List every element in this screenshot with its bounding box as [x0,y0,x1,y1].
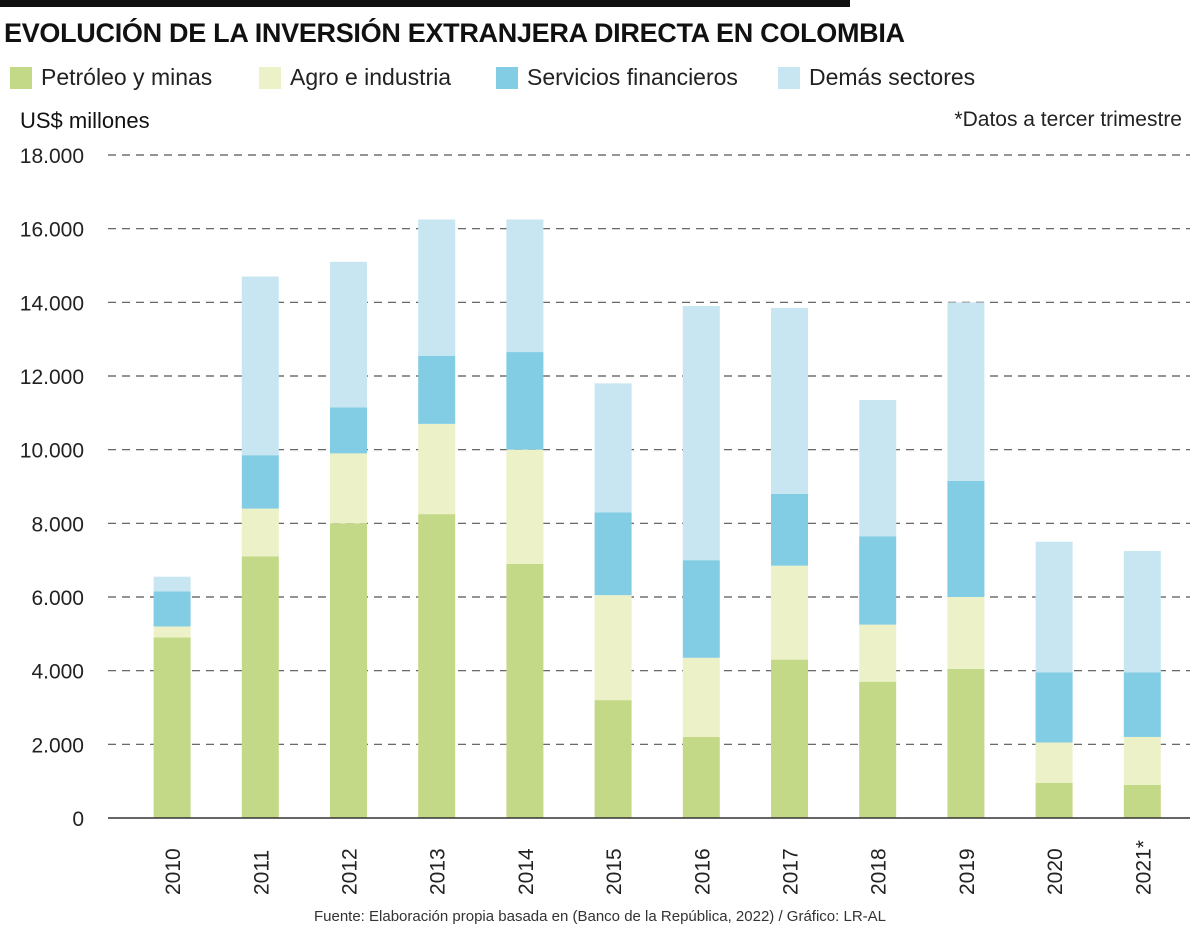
bar-segment-2014-2 [506,352,544,450]
x-tick-label: 2017 [780,848,803,895]
bar-segment-2015-3 [594,383,632,513]
bar-segment-2016-2 [682,560,720,658]
bar-segment-2020-3 [1035,541,1073,673]
bar-segment-2021-3 [1123,550,1161,673]
bar-segment-2010-3 [153,576,191,592]
bar-segment-2010-1 [153,626,191,638]
bar-segment-2012-0 [330,523,367,818]
y-tick-label: 10.000 [20,440,84,463]
x-tick-label: 2016 [691,848,714,895]
top-rule [0,0,850,7]
y-tick-label: 6.000 [31,587,84,610]
x-tick-label: 2014 [515,848,538,895]
bar-segment-2016-3 [682,306,720,561]
bar-segment-2018-2 [859,536,897,625]
bar-segment-2021-2 [1123,672,1161,737]
bar-segment-2020-1 [1035,742,1073,784]
x-tick-label: 2019 [956,848,979,895]
legend-swatch-demas [778,66,800,89]
bar-segment-2017-1 [771,565,808,660]
bar-segment-2021-1 [1123,736,1161,785]
bar-segment-2018-3 [859,399,897,537]
legend-label-petroleo: Petróleo y minas [41,64,213,90]
legend: Petróleo y minas Agro e industria Servic… [10,64,1190,94]
bar-segment-2016-0 [682,736,720,818]
bar-segment-2019-0 [947,668,985,818]
y-tick-label: 2.000 [31,734,84,757]
y-tick-label: 8.000 [31,513,84,536]
y-tick-label: 4.000 [31,661,84,684]
bar-segment-2014-1 [506,449,544,564]
x-tick-label: 2015 [603,848,626,895]
x-tick-label: 2010 [162,848,185,895]
bar-segment-2012-2 [330,407,367,454]
legend-swatch-petroleo [10,66,32,89]
bar-segment-2015-2 [594,512,632,596]
bar-segment-2016-1 [682,657,720,737]
bar-segment-2017-3 [771,307,808,494]
bar-segment-2021-0 [1123,784,1161,818]
bar-segment-2011-3 [241,276,279,456]
bar-segment-2015-0 [594,700,632,818]
bar-segment-2011-2 [241,455,279,509]
legend-swatch-servicios [496,66,518,89]
x-tick-label: 2011 [250,850,273,895]
bar-segment-2014-3 [506,219,544,353]
bar-segment-2013-3 [418,219,456,356]
bar-segment-2012-1 [330,453,367,524]
bar-segment-2017-0 [771,659,808,818]
bar-segment-2019-3 [947,302,985,481]
footnote-third-quarter: *Datos a tercer trimestre [954,108,1182,131]
bar-segment-2020-2 [1035,672,1073,743]
legend-item-demas: Demás sectores [778,64,975,91]
y-tick-label: 16.000 [20,219,84,242]
source-credit: Fuente: Elaboración propia basada en (Ba… [313,908,886,925]
legend-swatch-agro [259,66,281,89]
legend-label-servicios: Servicios financieros [527,64,738,90]
y-tick-label: 18.000 [20,145,84,168]
bar-segment-2013-0 [418,514,456,818]
bar-segment-2013-2 [418,355,456,424]
bar-segment-2017-2 [771,493,808,566]
bar-segment-2019-2 [947,480,985,597]
x-tick-label: 2021* [1132,840,1155,895]
legend-item-petroleo: Petróleo y minas [10,64,212,91]
chart-title: EVOLUCIÓN DE LA INVERSIÓN EXTRANJERA DIR… [4,18,905,48]
legend-item-servicios: Servicios financieros [496,64,738,91]
legend-label-agro: Agro e industria [290,64,452,90]
bar-segment-2010-2 [153,591,191,627]
bar-segment-2014-0 [506,563,544,818]
bar-segment-2011-1 [241,508,279,557]
bar-segment-2010-0 [153,637,191,818]
bar-segment-2015-1 [594,595,632,701]
bar-segment-2020-0 [1035,783,1073,818]
y-axis-unit-label: US$ millones [20,108,150,133]
x-tick-label: 2018 [868,848,891,895]
bar-segment-2018-1 [859,624,897,682]
y-tick-label: 0 [72,808,84,831]
y-tick-label: 14.000 [20,292,84,315]
legend-label-demas: Demás sectores [809,64,976,90]
bar-segment-2019-1 [947,597,985,669]
legend-item-agro: Agro e industria [259,64,451,91]
bar-segment-2012-3 [330,261,367,408]
x-tick-label: 2012 [339,848,362,895]
bar-segment-2018-0 [859,681,897,818]
x-tick-label: 2020 [1044,848,1067,895]
bar-segment-2013-1 [418,423,456,515]
bar-segment-2011-0 [241,556,279,818]
y-tick-label: 12.000 [20,366,84,389]
x-tick-label: 2013 [427,848,450,895]
